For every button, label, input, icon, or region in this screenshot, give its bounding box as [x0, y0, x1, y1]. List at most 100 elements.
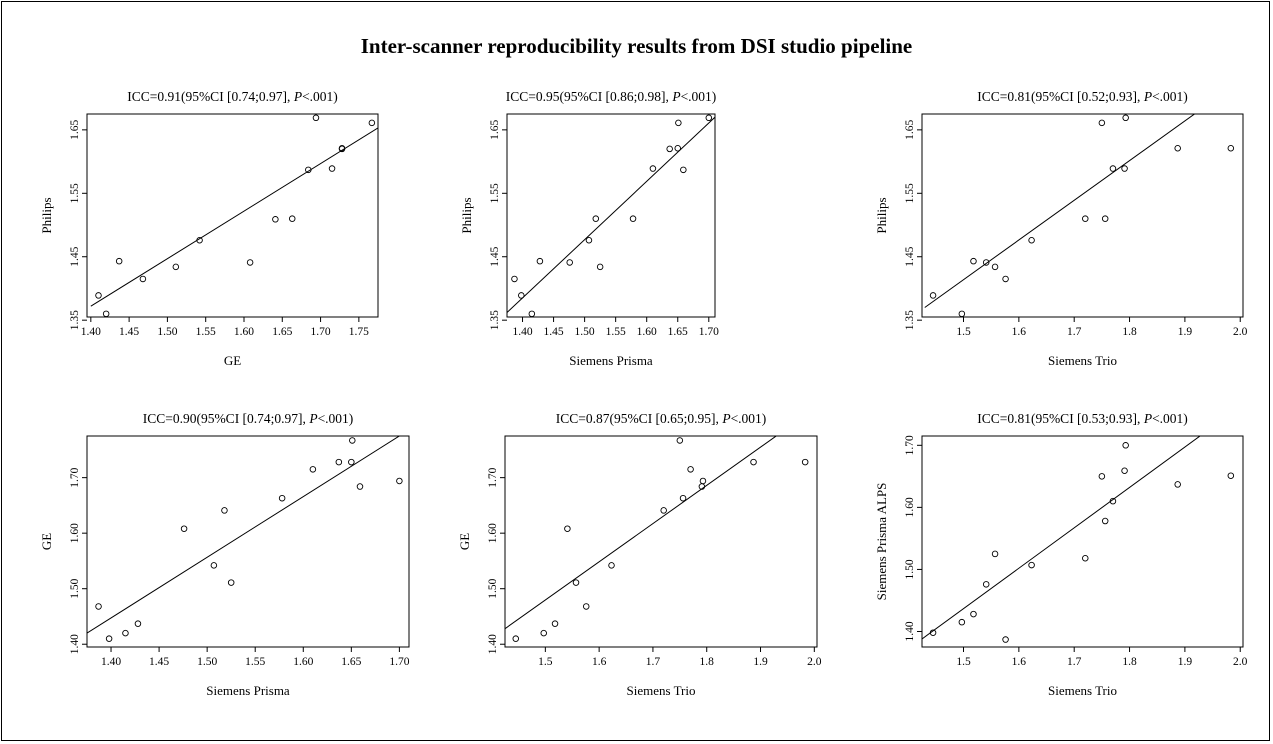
- data-point: [676, 437, 684, 444]
- x-axis-label: Siemens Trio: [1048, 683, 1117, 698]
- data-point: [991, 550, 999, 558]
- regression-line: [922, 436, 1201, 640]
- data-point: [929, 292, 937, 299]
- data-point: [1028, 561, 1035, 569]
- regression-line: [87, 436, 401, 634]
- panel-title-suffix: <.001): [302, 89, 338, 104]
- data-point: [1109, 497, 1117, 505]
- data-point: [180, 525, 188, 532]
- x-tick-label: 1.60: [293, 656, 313, 668]
- x-axis-label: Siemens Prisma: [569, 353, 653, 368]
- panel-title: ICC=0.91(95%CI [0.74;0.97], P<.001): [127, 89, 338, 104]
- x-tick-label: 1.7: [1067, 326, 1082, 338]
- x-axis-label: Siemens Trio: [1048, 353, 1117, 368]
- data-point: [564, 525, 571, 532]
- data-point: [1002, 636, 1009, 643]
- y-tick-label: 1.45: [69, 246, 81, 266]
- x-tick-label: 1.50: [157, 326, 177, 338]
- data-point: [1174, 145, 1181, 152]
- data-point: [629, 215, 637, 222]
- data-point: [210, 562, 218, 569]
- data-point: [705, 114, 713, 122]
- y-axis-label: GE: [39, 533, 54, 550]
- data-point: [592, 215, 600, 222]
- panel-title-suffix: <.001): [731, 411, 767, 426]
- data-point: [105, 635, 113, 642]
- x-tick-label: 1.75: [349, 326, 369, 338]
- x-tick-label: 1.8: [1122, 326, 1137, 338]
- plot-box: [921, 113, 1244, 318]
- y-tick-label: 1.65: [904, 120, 916, 140]
- data-point: [335, 458, 343, 466]
- y-tick-label: 1.65: [69, 120, 81, 140]
- data-point: [356, 483, 364, 490]
- y-axis-label: Philips: [874, 197, 889, 233]
- x-tick-label: 1.5: [956, 656, 971, 668]
- y-tick-label: 1.50: [487, 578, 499, 598]
- data-point: [958, 618, 966, 626]
- data-point: [582, 603, 590, 610]
- chart-panel-2: ICC=0.95(95%CI [0.86;0.98], P<.001) 1.40 1…: [459, 89, 719, 368]
- data-point: [328, 165, 336, 172]
- y-tick-label: 1.65: [489, 120, 501, 140]
- data-point: [115, 257, 123, 265]
- x-tick-label: 1.65: [272, 326, 292, 338]
- panel-title-p: P: [308, 411, 317, 426]
- x-tick-label: 1.5: [538, 656, 553, 668]
- data-point: [1121, 467, 1128, 475]
- chart-panel-3: ICC=0.81(95%CI [0.52;0.93], P<.001) 1.5 1.…: [874, 89, 1248, 368]
- x-axis-label: Siemens Trio: [627, 683, 696, 698]
- regression-line: [505, 436, 778, 630]
- panel-title-p: P: [1143, 411, 1152, 426]
- data-point: [518, 292, 525, 299]
- y-axis-label: Siemens Prisma ALPS: [874, 483, 889, 601]
- x-tick-label: 1.8: [700, 656, 715, 668]
- data-point: [172, 263, 180, 271]
- data-point: [1122, 442, 1129, 449]
- y-tick-label: 1.40: [69, 634, 81, 654]
- panel-title-suffix: <.001): [318, 411, 354, 426]
- y-tick-label: 1.50: [69, 578, 81, 598]
- y-tick-label: 1.35: [69, 310, 81, 330]
- data-point: [929, 629, 937, 636]
- chart-panel-1: ICC=0.91(95%CI [0.74;0.97], P<.001)1.40 1…: [39, 89, 379, 368]
- data-point: [134, 620, 142, 627]
- y-tick-label: 1.60: [904, 497, 916, 517]
- y-axis-label: Philips: [39, 197, 54, 233]
- data-point: [368, 119, 376, 127]
- data-point: [349, 437, 356, 444]
- data-point: [958, 310, 966, 318]
- y-tick-label: 1.45: [904, 246, 916, 266]
- data-point: [511, 275, 518, 283]
- data-point: [608, 562, 615, 569]
- plot-box: [921, 435, 1244, 648]
- data-point: [102, 310, 110, 318]
- data-point: [551, 620, 559, 627]
- regression-line: [507, 116, 715, 313]
- x-tick-label: 1.8: [1122, 656, 1137, 668]
- data-point: [679, 494, 687, 502]
- x-tick-label: 1.60: [234, 326, 254, 338]
- y-axis-label: Philips: [459, 197, 474, 233]
- x-tick-label: 1.50: [197, 656, 217, 668]
- data-point: [536, 257, 544, 265]
- x-tick-label: 1.60: [637, 326, 657, 338]
- data-point: [674, 145, 681, 152]
- x-axis-label: GE: [224, 353, 241, 368]
- y-tick-label: 1.70: [69, 467, 81, 487]
- x-tick-label: 1.45: [119, 326, 139, 338]
- data-point: [1002, 275, 1009, 283]
- data-point: [680, 166, 687, 174]
- x-tick-label: 1.40: [81, 326, 101, 338]
- panel-title-prefix: ICC=0.95(95%CI [0.86;0.98],: [506, 89, 673, 104]
- panel-title: ICC=0.81(95%CI [0.52;0.93], P<.001): [977, 89, 1188, 104]
- data-point: [1121, 165, 1128, 172]
- x-tick-label: 1.65: [668, 326, 688, 338]
- panel-title-prefix: ICC=0.90(95%CI [0.74;0.97],: [143, 411, 310, 426]
- x-tick-label: 1.45: [149, 656, 169, 668]
- panel-title: ICC=0.90(95%CI [0.74;0.97], P<.001): [143, 411, 354, 426]
- data-point: [1101, 215, 1109, 222]
- regression-line: [90, 127, 378, 307]
